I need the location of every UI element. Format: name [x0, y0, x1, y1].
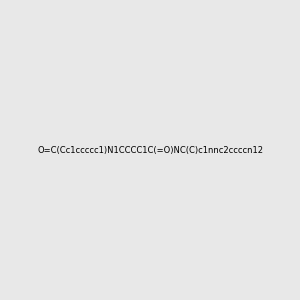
Text: O=C(Cc1ccccc1)N1CCCC1C(=O)NC(C)c1nnc2ccccn12: O=C(Cc1ccccc1)N1CCCC1C(=O)NC(C)c1nnc2ccc…: [37, 146, 263, 154]
